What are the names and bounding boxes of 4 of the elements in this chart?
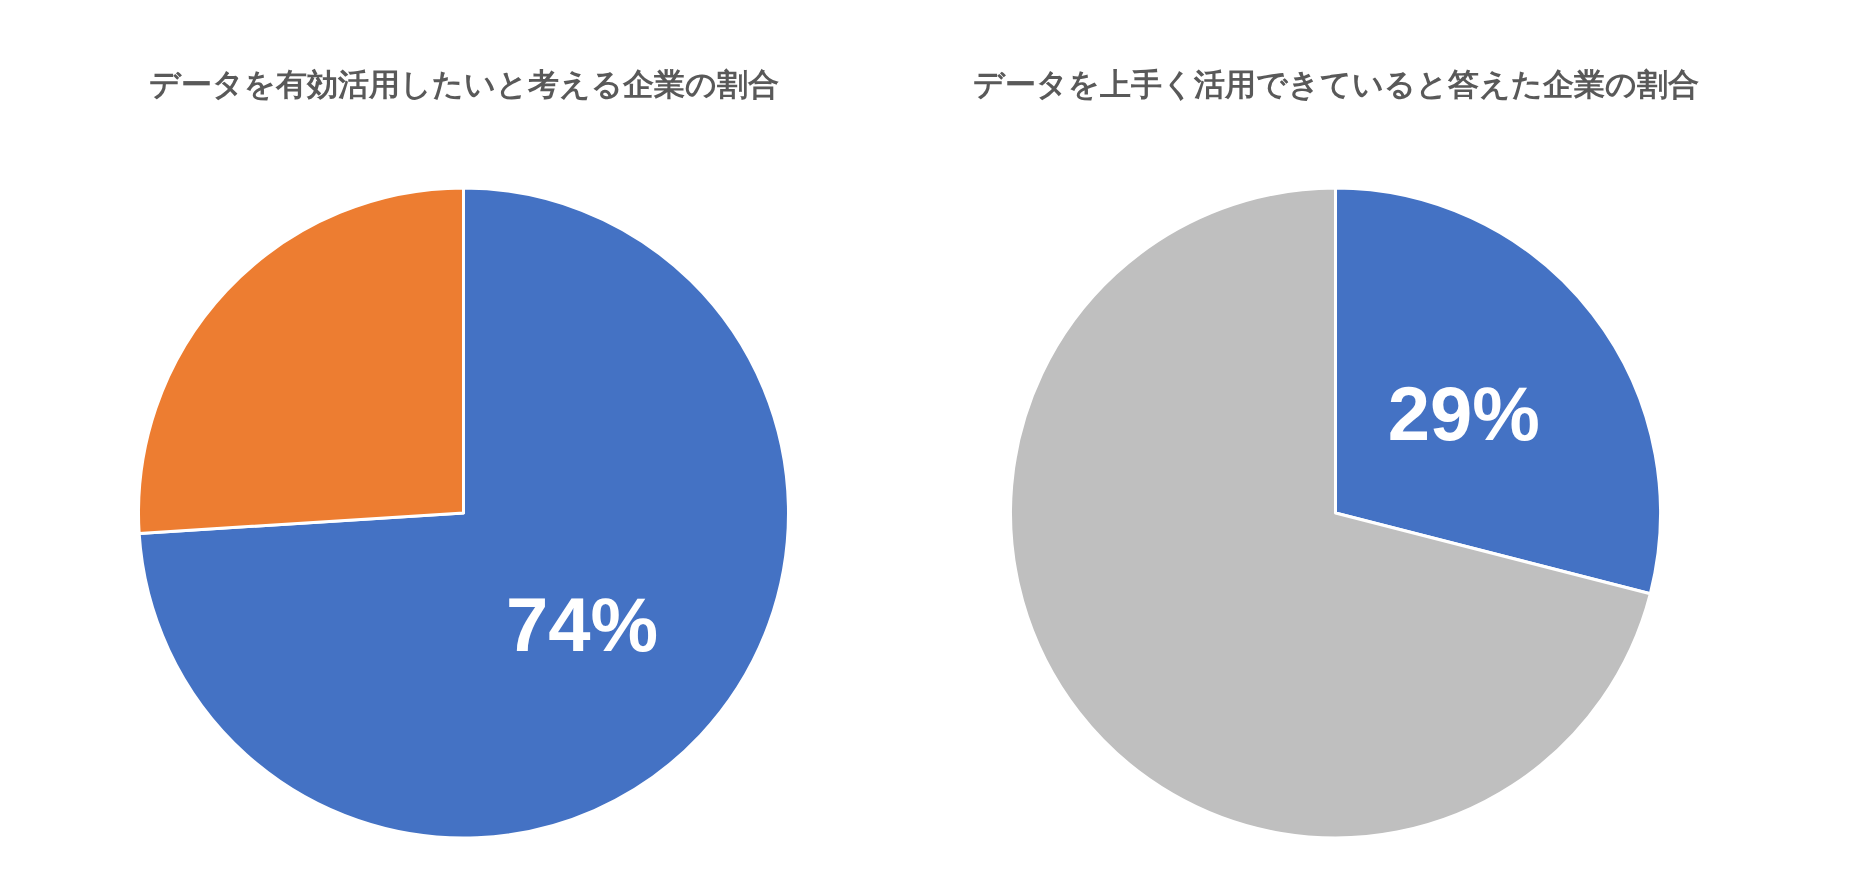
data-label: 29% bbox=[1387, 370, 1540, 456]
data-label: 74% bbox=[505, 581, 659, 667]
chart-title: データを上手く活用できていると答えた企業の割合 bbox=[972, 66, 1699, 102]
chart-title: データを有効活用したいと考える企業の割合 bbox=[148, 66, 779, 102]
